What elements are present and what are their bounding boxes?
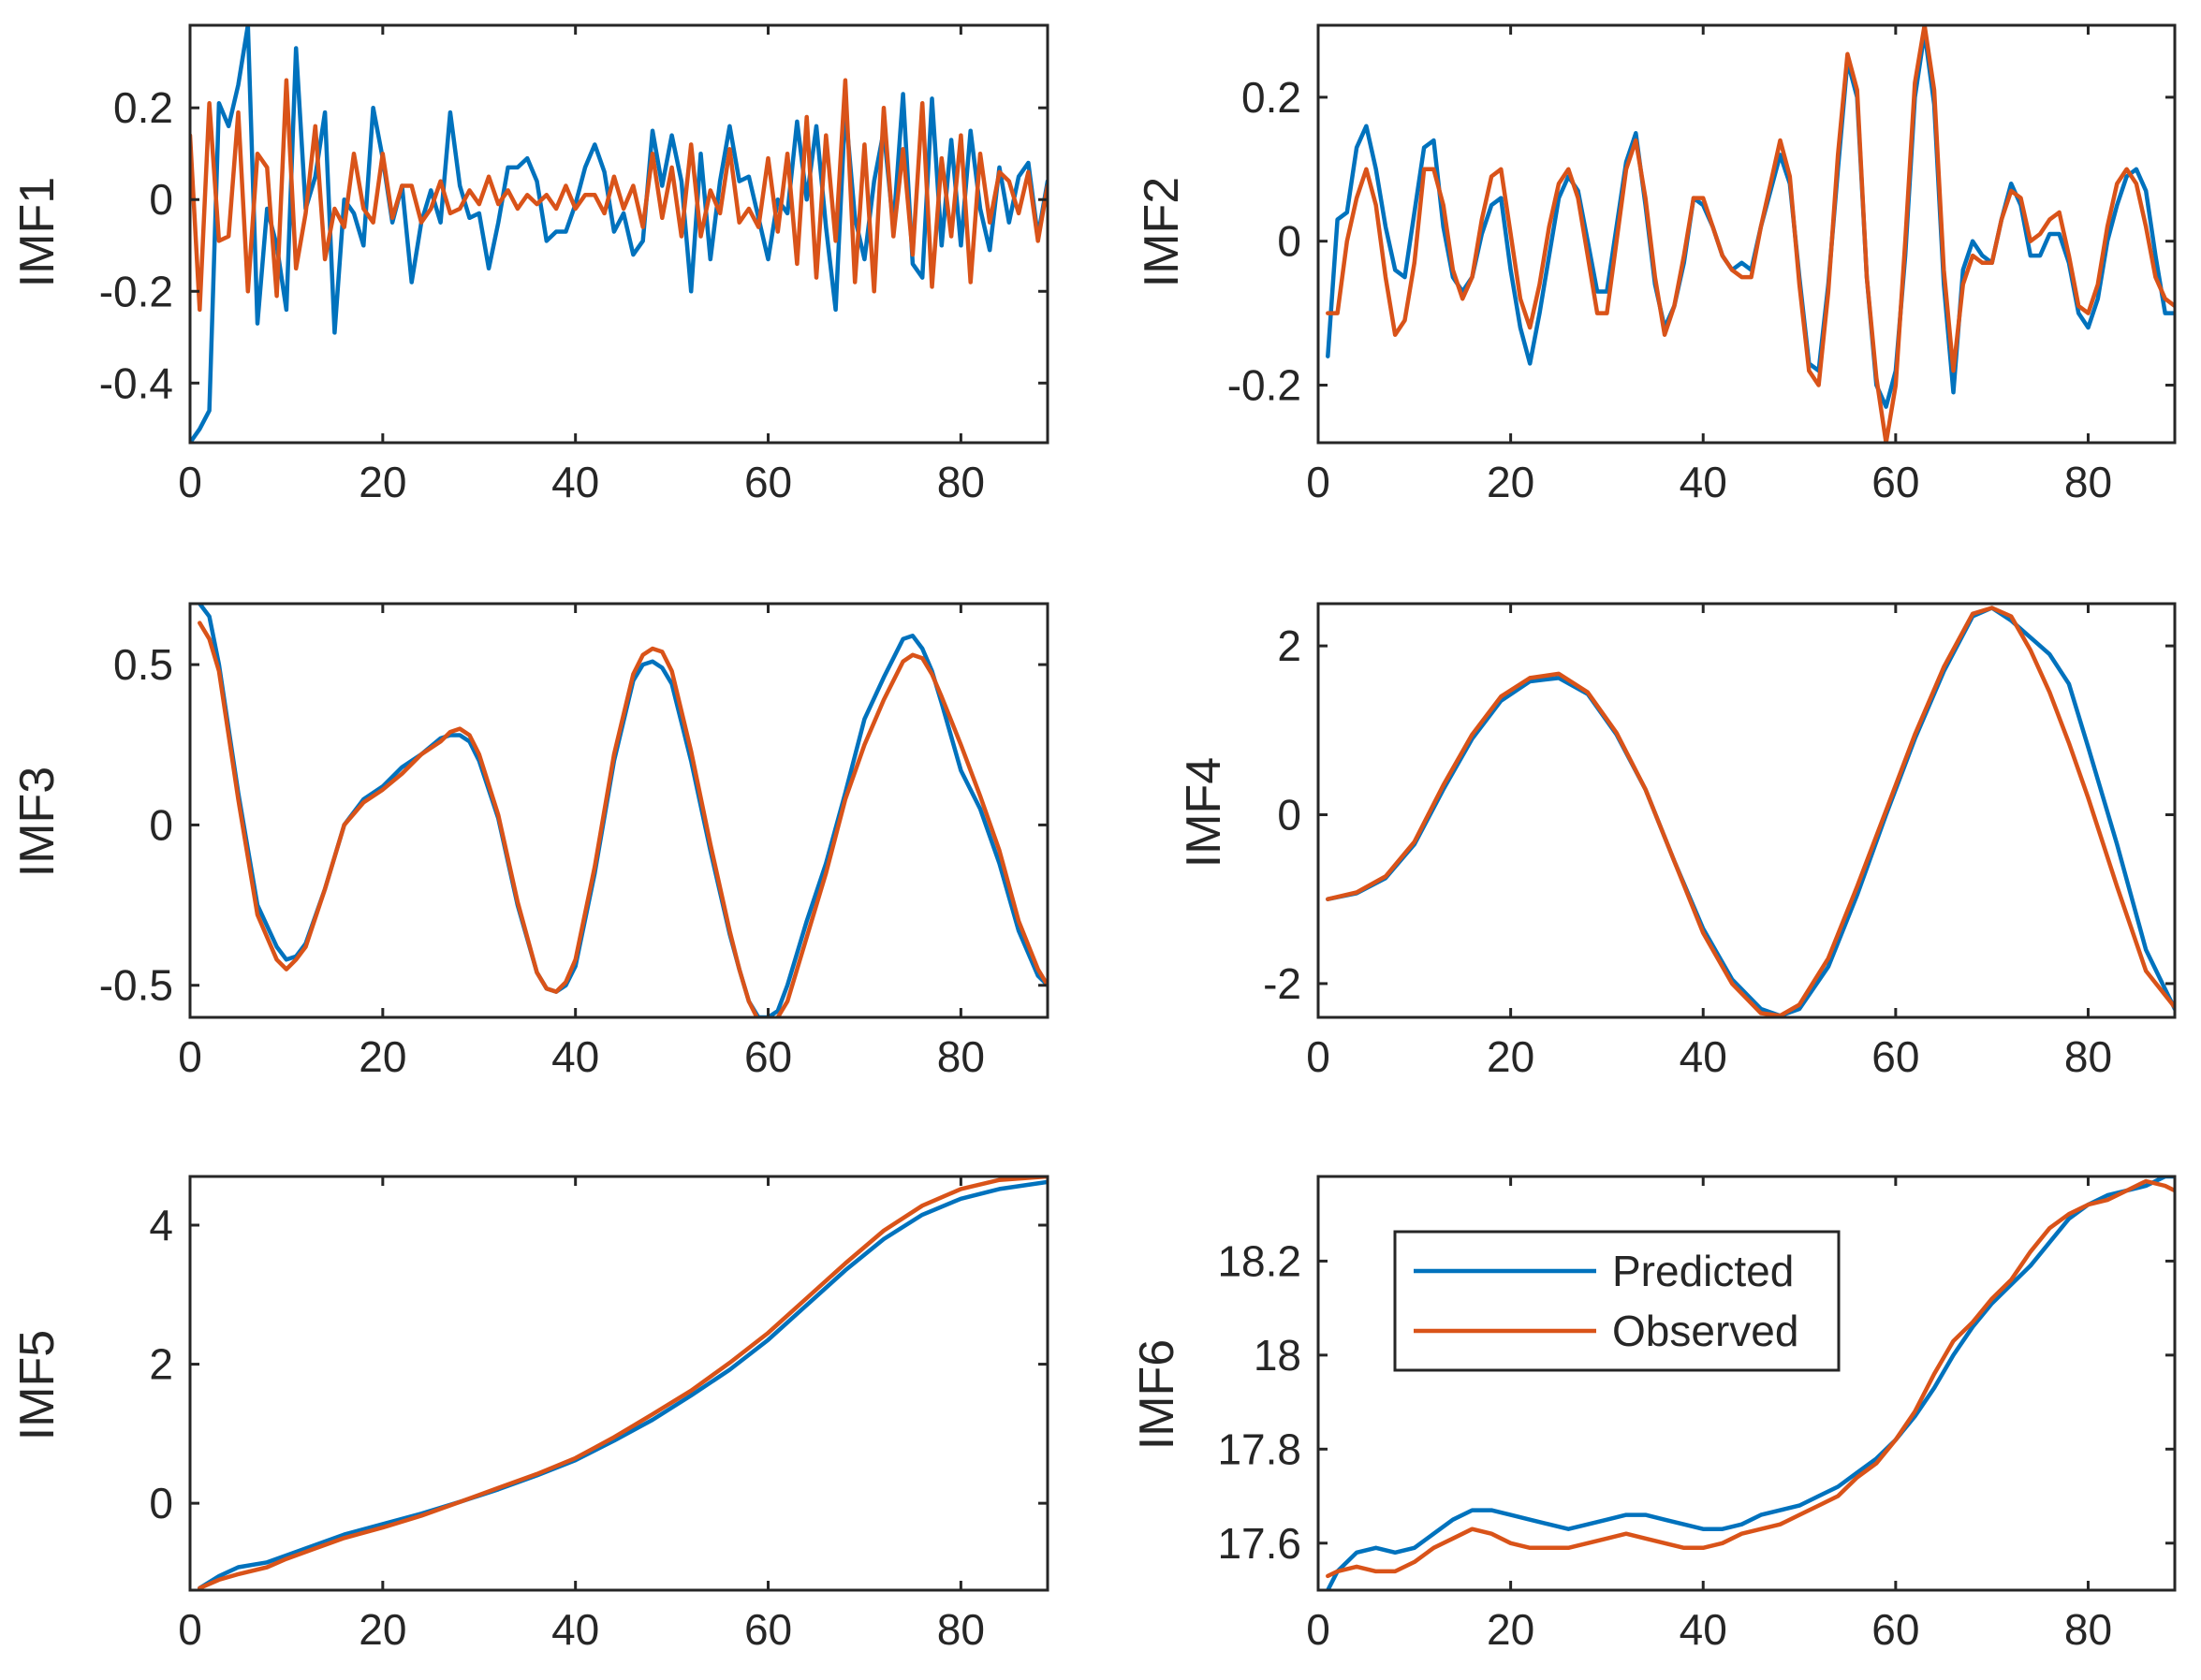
imf4-series-observed-line — [1326, 606, 2175, 1017]
imf5-x-tick-label: 80 — [937, 1605, 985, 1654]
imf5-y-tick-label: 2 — [149, 1340, 173, 1389]
imf6-y-tick-label: 18.2 — [1217, 1236, 1301, 1285]
imf6-plot-area — [1326, 1176, 2175, 1590]
imf4-x-tick-label: 40 — [1680, 1032, 1727, 1081]
imf4-panel: IMF4 0 20 40 60 80-202 — [1177, 602, 2177, 1081]
imf1-series-predicted-line — [190, 25, 1048, 443]
imf3-x-tick-label: 0 — [178, 1032, 202, 1081]
imf6-y-tick-label: 18 — [1254, 1331, 1301, 1380]
imf2-y-axis-label: IMF2 — [1135, 177, 1189, 287]
imf4-x-tick-label: 60 — [1871, 1032, 1919, 1081]
imf6-series-predicted-line — [1326, 1176, 2175, 1590]
imf1-y-tick-label: 0.2 — [113, 83, 173, 132]
imf6-x-tick-label: 80 — [2064, 1605, 2112, 1654]
legend: Predicted Observed — [1393, 1230, 1841, 1372]
imf4-y-tick-label: -2 — [1263, 959, 1301, 1008]
imf6-series-observed-line — [1326, 1178, 2175, 1579]
imf4-x-tick-label: 80 — [2064, 1032, 2112, 1081]
imf3-x-tick-label: 40 — [551, 1032, 599, 1081]
legend-label-observed: Observed — [1612, 1307, 1798, 1355]
imf2-x-tick-label: 80 — [2064, 458, 2112, 506]
imf6-axes-frame — [1316, 1175, 2177, 1592]
imf5-y-tick-label: 4 — [149, 1201, 173, 1249]
imf5-x-tick-label: 60 — [744, 1605, 792, 1654]
imf4-x-tick-label: 0 — [1306, 1032, 1330, 1081]
imf4-axes-frame — [1316, 602, 2177, 1019]
imf2-x-tick-label: 20 — [1487, 458, 1534, 506]
imf3-y-tick-label: 0.5 — [113, 640, 173, 689]
imf2-panel: IMF2 0 20 40 60 80 -0.2 0 0.2 — [1135, 23, 2177, 506]
imf6-x-tick-label: 40 — [1680, 1605, 1727, 1654]
imf4-y-tick-label: 2 — [1277, 621, 1301, 670]
imf1-x-tick-label: 80 — [937, 458, 985, 506]
imf6-y-tick-label: 17.6 — [1217, 1519, 1301, 1568]
imf2-series-observed-line — [1326, 25, 2175, 443]
imf4-y-axis-label: IMF4 — [1177, 757, 1231, 868]
imf3-x-tick-label: 80 — [937, 1032, 985, 1081]
imf3-panel: IMF3 0 20 40 60 80-0.500.5 — [10, 602, 1049, 1081]
imf3-axes-frame — [188, 602, 1049, 1019]
imf1-x-tick-label: 40 — [551, 458, 599, 506]
imf1-y-axis-label: IMF1 — [10, 177, 65, 287]
imf5-y-axis-label-visible: IMF5 — [10, 1330, 65, 1440]
imf5-series-observed-line — [198, 1176, 1048, 1590]
imf3-x-tick-label: 20 — [359, 1032, 406, 1081]
imf5-x-tick-label: 0 — [178, 1605, 202, 1654]
imf3-y-tick-label: 0 — [149, 800, 173, 849]
imf5-y-tick-label: 0 — [149, 1479, 173, 1527]
imf1-x-tick-label: 60 — [744, 458, 792, 506]
imf4-x-tick-label: 20 — [1487, 1032, 1534, 1081]
legend-box — [1393, 1230, 1841, 1372]
imf5-plot-area — [198, 1176, 1048, 1590]
imf5-axes-frame — [188, 1175, 1049, 1592]
imf6-y-axis-label: IMF6 — [1130, 1339, 1184, 1450]
imf2-x-tick-label: 0 — [1306, 458, 1330, 506]
imf1-x-tick-label: 0 — [178, 458, 202, 506]
imf2-plot-area — [1326, 25, 2175, 443]
imf6-x-tick-label: 60 — [1871, 1605, 1919, 1654]
imf2-axes-frame — [1316, 23, 2177, 445]
imf1-panel: IMF1 0 20 40 60 80 -0.4 -0.2 0 0.2 — [10, 23, 1049, 506]
imf1-y-tick-label: -0.4 — [99, 358, 173, 407]
imf2-x-tick-label: 40 — [1680, 458, 1727, 506]
imf3-series-observed-line — [198, 621, 1048, 1017]
imf2-y-tick-label: -0.2 — [1227, 360, 1301, 409]
imf1-y-tick-label: 0 — [149, 175, 173, 224]
imf4-plot-area — [1326, 606, 2175, 1017]
imf1-plot-area — [190, 25, 1048, 443]
imf6-x-tick-label: 20 — [1487, 1605, 1534, 1654]
imf6-x-tick-label: 0 — [1306, 1605, 1330, 1654]
imf1-series-observed-line — [190, 78, 1048, 313]
imf6-y-tick-label: 17.8 — [1217, 1424, 1301, 1473]
imf3-y-tick-label: -0.5 — [99, 961, 173, 1010]
imf1-axes-frame — [188, 23, 1049, 445]
imf5-x-tick-label: 20 — [359, 1605, 406, 1654]
imf2-y-tick-label: 0.2 — [1241, 73, 1301, 122]
imf5-x-tick-label: 40 — [551, 1605, 599, 1654]
imf2-x-tick-label: 60 — [1871, 458, 1919, 506]
imf3-y-axis-label: IMF3 — [10, 767, 65, 877]
imf4-y-tick-label: 0 — [1277, 791, 1301, 840]
legend-label-predicted: Predicted — [1612, 1247, 1794, 1295]
imf1-y-tick-label: -0.2 — [99, 267, 173, 315]
imf3-x-tick-label: 60 — [744, 1032, 792, 1081]
imf2-y-tick-label: 0 — [1277, 217, 1301, 266]
imf1-x-tick-label: 20 — [359, 458, 406, 506]
imf3-plot-area — [198, 604, 1048, 1017]
imf6-panel: IMF6 0 20 40 60 80 17.6 17.8 18 18.2 Predicted O… — [1130, 1175, 2177, 1654]
